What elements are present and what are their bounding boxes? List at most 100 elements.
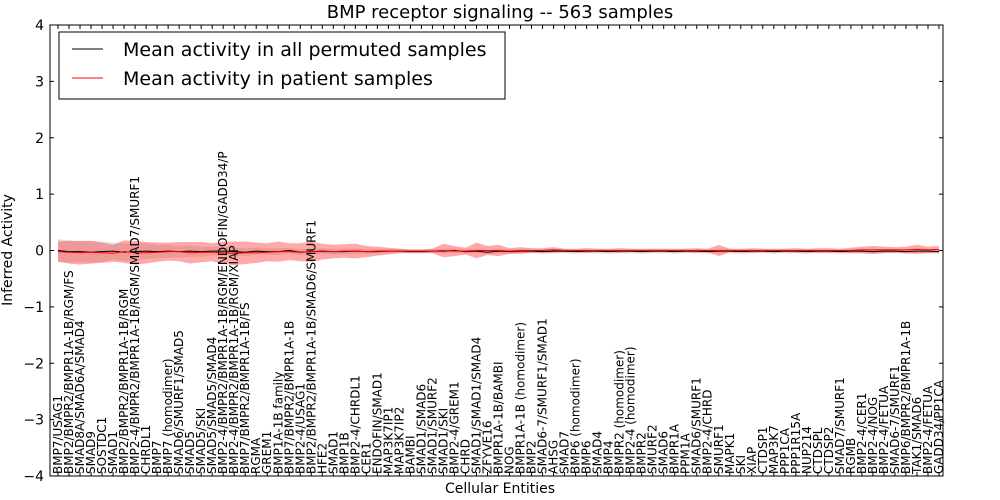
x-tick-label: BMP4: [602, 441, 616, 474]
x-tick-label: BMPR1A-1B (homodimer): [514, 322, 528, 474]
x-tick-label: SMAD4: [591, 431, 605, 474]
x-tick-label: SMAD5: [183, 431, 197, 474]
x-tick-label: ENDOFIN/SMAD1: [370, 372, 384, 474]
x-tick-label: BMP2-4/GREM1: [447, 381, 461, 474]
y-axis: −4 −3 −2 −1 0 1 2 3 4: [23, 18, 943, 485]
x-tick-label: BMPR1A: [668, 423, 682, 474]
x-tick-label: BMP2-4/NOG: [866, 397, 880, 474]
y-tick-label: −2: [23, 356, 44, 372]
x-tick-label: PPP1CA: [778, 427, 792, 474]
x-tick-label: BMP6: [580, 441, 594, 474]
x-tick-label: SMAD9: [84, 431, 98, 474]
x-tick-label: CHRD: [459, 439, 473, 474]
x-tick-label: HFE2: [315, 443, 329, 474]
x-tick-label: NOG: [503, 446, 517, 474]
series-line-permuted: [57, 249, 940, 253]
x-tick-label: CTDSP1: [756, 427, 770, 474]
x-tick-label: MAP3K7IP1: [381, 407, 395, 474]
series-lines: [57, 248, 940, 254]
x-tick-label: SOSTDC1: [95, 417, 109, 474]
x-tick-label: BMP2-4/BMPR2/BMPR1A-1B/RGM/SMAD7/SMURF1: [128, 176, 142, 474]
x-tick-label: MAP3K7IP2: [392, 407, 406, 474]
x-tick-label: CER1: [359, 442, 373, 474]
x-tick-label: SMAD1/SMAD6: [414, 384, 428, 474]
x-tick-label: GREM1: [260, 431, 274, 474]
x-tick-label: BMP2-4/BMPR2/BMPR1A-1B/RGM/ENDOFIN/GADD3…: [216, 151, 230, 474]
x-tick-label: BMP2-4/USAG1: [293, 383, 307, 474]
x-tick-label: SMAD6/SMURF1: [690, 377, 704, 474]
x-tick-label: BMP2-4/CHRD: [701, 390, 715, 474]
y-tick-label: −1: [23, 300, 44, 316]
x-tick-label: BMP2/BMPR2/BMPR1A-1B/RGM: [117, 289, 131, 474]
x-tick-label: AHSG: [547, 440, 561, 474]
x-tick-label: PPP1R15A: [789, 412, 803, 474]
x-tick-label: SMAD6: [657, 431, 671, 474]
x-tick-label: BMP2-4/FETUA: [877, 385, 891, 474]
y-tick-label: 4: [35, 18, 44, 34]
x-tick-label: BMPR2 (homodimer): [613, 350, 627, 474]
x-tick-label: SMAD6-7/SMURF1/SMAD1: [536, 318, 550, 474]
y-tick-label: −3: [23, 413, 44, 429]
x-axis: BMP7/USAG1BMP2/BMPR2/BMPR1A-1B/RGM/FSSMA…: [51, 25, 946, 476]
x-tick-label: BAMBI: [403, 435, 417, 474]
x-tick-label: RGMB: [844, 438, 858, 474]
x-tick-label: BMPR2: [635, 432, 649, 474]
x-tick-label: BMP7: [150, 441, 164, 474]
x-tick-label: BMP2-4/CHRDL1: [348, 375, 362, 474]
x-tick-label: MAPK1: [723, 433, 737, 474]
x-tick-label: SMAD5/SMAD5/SMAD4: [205, 337, 219, 474]
legend-label-patient: Mean activity in patient samples: [123, 68, 433, 90]
x-tick-label: BMP1A-1B family: [271, 372, 285, 474]
x-tick-label: CHRDL1: [139, 425, 153, 474]
x-tick-label: SMAD6/SMURF1/SMAD5: [172, 330, 186, 474]
x-tick-label: SMURF1: [712, 424, 726, 474]
x-tick-label: SMAD6-7/SMURF1: [888, 365, 902, 474]
x-tick-label: ZFYVE16: [481, 420, 495, 474]
x-tick-label: SMAD1/SKI: [436, 408, 450, 474]
x-axis-label: Cellular Entities: [445, 481, 555, 497]
y-tick-label: 1: [35, 187, 44, 203]
x-tick-label: PPM1A: [679, 433, 693, 474]
x-tick-label: BMP2: [525, 441, 539, 474]
x-tick-label: BMP7/BMPR2/BMPR1A-1B: [282, 321, 296, 474]
x-tick-label: CTDSP2: [822, 427, 836, 474]
legend-label-permuted: Mean activity in all permuted samples: [123, 39, 486, 61]
x-tick-label: SMAD1/SMURF2: [425, 377, 439, 474]
y-tick-label: −4: [23, 469, 44, 485]
x-tick-label: MAP3K7: [767, 425, 781, 474]
x-tick-label: BMP2/BMPR2/BMPR1A-1B/RGM/FS: [62, 270, 76, 474]
x-tick-label: SMAD7: [558, 431, 572, 474]
x-tick-label: SMAD8A/SMAD6A/SMAD4: [73, 320, 87, 474]
y-tick-label: 0: [35, 244, 44, 260]
x-tick-label: BMP2/BMPR2/BMPR1A-1B/SMAD6/SMURF1: [304, 220, 318, 474]
x-tick-label: SMAD1: [106, 431, 120, 474]
x-tick-label: BMP2-4/BMPR2/BMPR1A-1B/RGM/XIAP: [227, 245, 241, 474]
x-tick-label: SMAD5/SKI: [194, 408, 208, 474]
x-tick-label: BMP1B: [337, 432, 351, 474]
x-tick-label: SKI: [734, 455, 748, 474]
x-tick-label: BMP2-4 (homodimer): [624, 346, 638, 474]
x-tick-label: BMP2-4/FETUA: [921, 385, 935, 474]
legend-box: [58, 31, 506, 100]
x-tick-label: BMP7/USAG1: [51, 395, 65, 474]
x-tick-label: BMP7 (homodimer): [161, 358, 175, 474]
x-tick-label: SMURF2: [646, 424, 660, 474]
x-tick-label: NUP214: [800, 426, 814, 474]
legend: Mean activity in all permuted samples Mea…: [58, 31, 506, 100]
x-tick-label: TAK1/SMAD6: [910, 397, 924, 475]
x-tick-label: SMAD1/SMAD1/SMAD4: [470, 337, 484, 474]
x-tick-label: CTDSPL: [811, 427, 825, 474]
y-tick-label: 3: [35, 74, 44, 90]
x-tick-label: SMAD7/SMURF1: [833, 377, 847, 474]
series-line-patient: [57, 248, 940, 254]
x-tick-label: BMP6/BMPR2/BMPR1A-1B: [899, 321, 913, 474]
band-patient: [58, 240, 939, 266]
x-tick-label: GADD34/PP1CA: [932, 379, 946, 474]
x-tick-label: BMPR1A-1B/BAMBI: [492, 361, 506, 474]
y-axis-label: Inferred Activity: [0, 194, 16, 306]
x-tick-label: BMP2-4/CER1: [855, 393, 869, 474]
x-tick-label: BMP6 (homodimer): [569, 358, 583, 474]
x-tick-label: XIAP: [745, 447, 759, 474]
x-tick-label: BMP7/BMPR2/BMPR1A-1B/FS: [238, 302, 252, 474]
